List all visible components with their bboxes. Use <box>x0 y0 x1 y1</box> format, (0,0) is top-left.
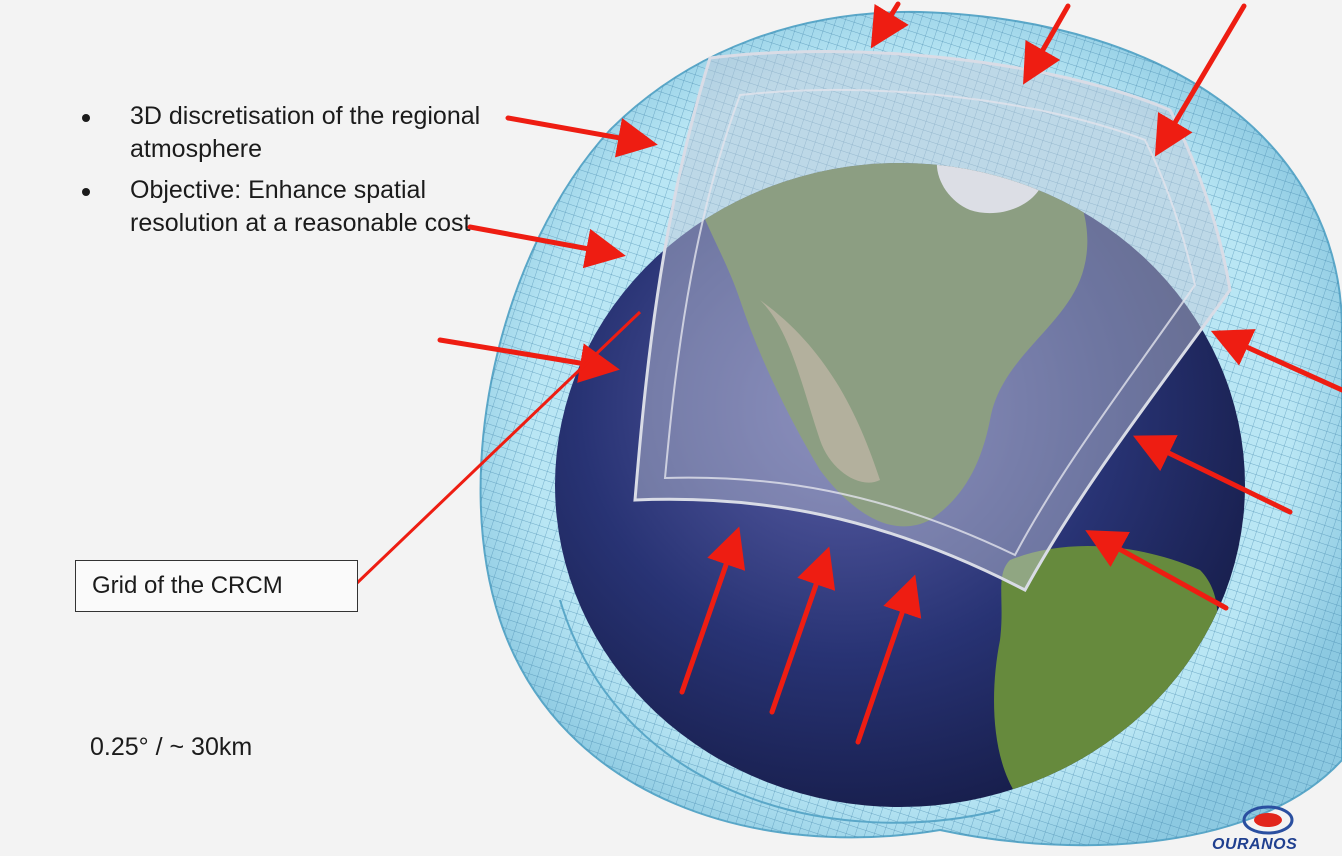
arrow <box>1210 329 1342 393</box>
greenland-ice <box>936 163 1045 214</box>
ouranos-logo-icon <box>1242 805 1294 835</box>
bullet-list: 3D discretisation of the regional atmosp… <box>78 100 498 248</box>
arrow <box>769 546 836 715</box>
arrow <box>870 1 909 49</box>
bullet-item: Objective: Enhance spatial resolution at… <box>78 174 498 240</box>
arrow <box>855 574 922 745</box>
resolution-label: 0.25° / ~ 30km <box>90 733 253 761</box>
earth-globe <box>555 163 1245 807</box>
grid-label-pointer <box>354 310 642 586</box>
arrow <box>1133 435 1293 515</box>
arrow <box>679 526 746 695</box>
bullet-item: 3D discretisation of the regional atmosp… <box>78 100 498 166</box>
arrow <box>1154 3 1247 157</box>
bullet-text: Objective: Enhance spatial resolution at… <box>130 176 471 237</box>
ouranos-logo: OURANOS <box>1212 836 1298 853</box>
arrow <box>467 224 626 269</box>
south-america-land <box>994 546 1218 800</box>
arrow <box>1085 530 1229 611</box>
arrow <box>437 337 620 383</box>
arrow <box>1023 3 1071 85</box>
regional-domain-overlay <box>633 50 1232 593</box>
arrow <box>505 115 658 158</box>
grid-label-box: Grid of the CRCM <box>75 560 358 612</box>
boundary-arrows <box>437 1 1342 745</box>
bullet-dot-icon <box>82 188 90 196</box>
bullet-text: 3D discretisation of the regional atmosp… <box>130 102 481 163</box>
bullet-dot-icon <box>82 114 90 122</box>
